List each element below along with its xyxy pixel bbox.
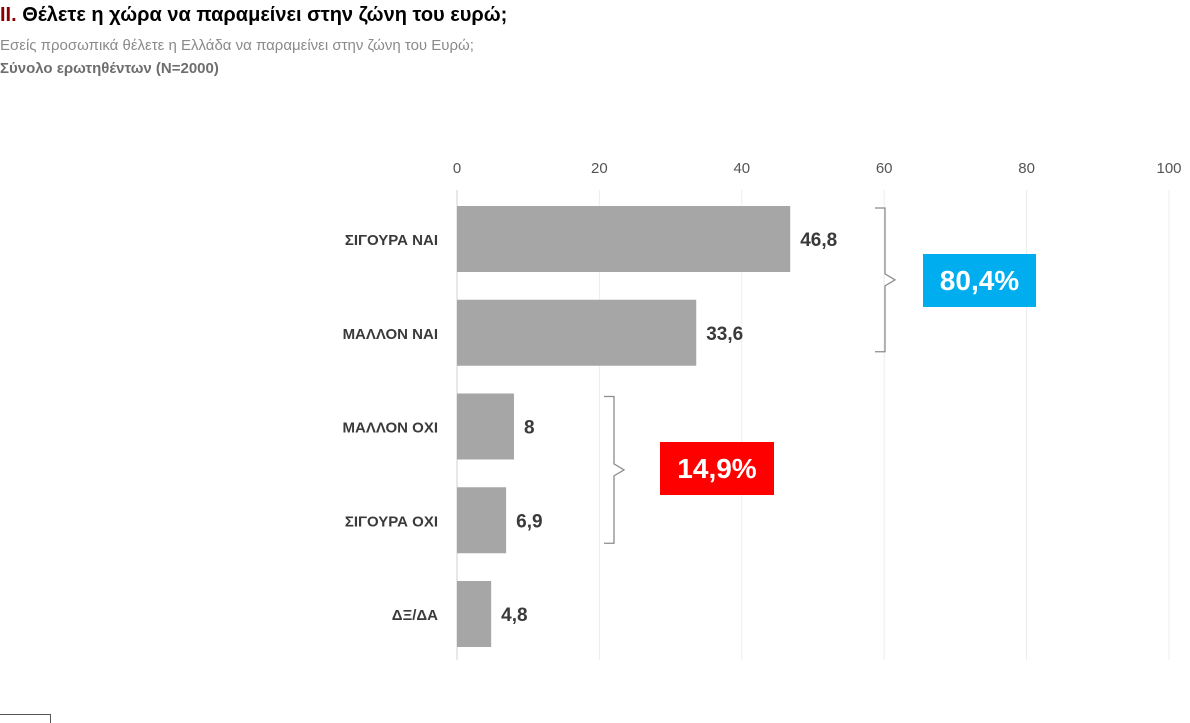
x-tick-label: 20 [591,160,608,177]
category-label: ΜΑΛΛΟΝ ΟΧΙ [343,420,438,437]
bar [457,487,507,554]
group-bracket [875,207,897,353]
bar [457,206,791,272]
bar [457,393,514,460]
title-number: II. [0,4,17,26]
yes-total-badge: 80,4% [923,254,1036,307]
category-label: ΣΙΓΟΥΡΑ ΟΧΙ [345,513,438,530]
x-tick-label: 0 [453,160,461,177]
x-tick-label: 40 [733,160,750,177]
title-text: Θέλετε η χώρα να παραμείνει στην ζώνη το… [16,4,508,26]
bar [457,581,492,647]
page-title: II. Θέλετε η χώρα να παραμείνει στην ζών… [0,4,507,27]
value-label: 33,6 [706,324,743,345]
no-total-badge: 14,9% [660,442,774,495]
value-label: 46,8 [800,230,837,251]
x-tick-label: 80 [1018,160,1035,177]
group-bracket [604,395,626,544]
bar [457,299,697,366]
sample-base-label: Σύνολο ερωτηθέντων (N=2000) [0,60,219,77]
category-label: ΜΑΛΛΟΝ ΝΑΙ [343,326,438,343]
question-subtitle: Εσείς προσωπικά θέλετε η Ελλάδα να παραμ… [0,37,474,54]
x-tick-label: 100 [1156,160,1181,177]
value-label: 6,9 [516,511,542,532]
value-label: 4,8 [501,605,527,626]
category-label: ΣΙΓΟΥΡΑ ΝΑΙ [345,232,438,249]
value-label: 8 [524,418,535,439]
x-tick-label: 60 [876,160,893,177]
category-label: ΔΞ/ΔΑ [392,607,438,624]
